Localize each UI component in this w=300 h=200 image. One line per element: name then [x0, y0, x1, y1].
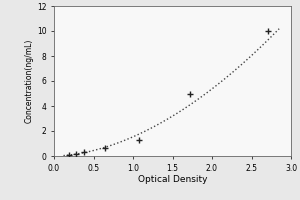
- X-axis label: Optical Density: Optical Density: [138, 175, 207, 184]
- Y-axis label: Concentration(ng/mL): Concentration(ng/mL): [25, 39, 34, 123]
